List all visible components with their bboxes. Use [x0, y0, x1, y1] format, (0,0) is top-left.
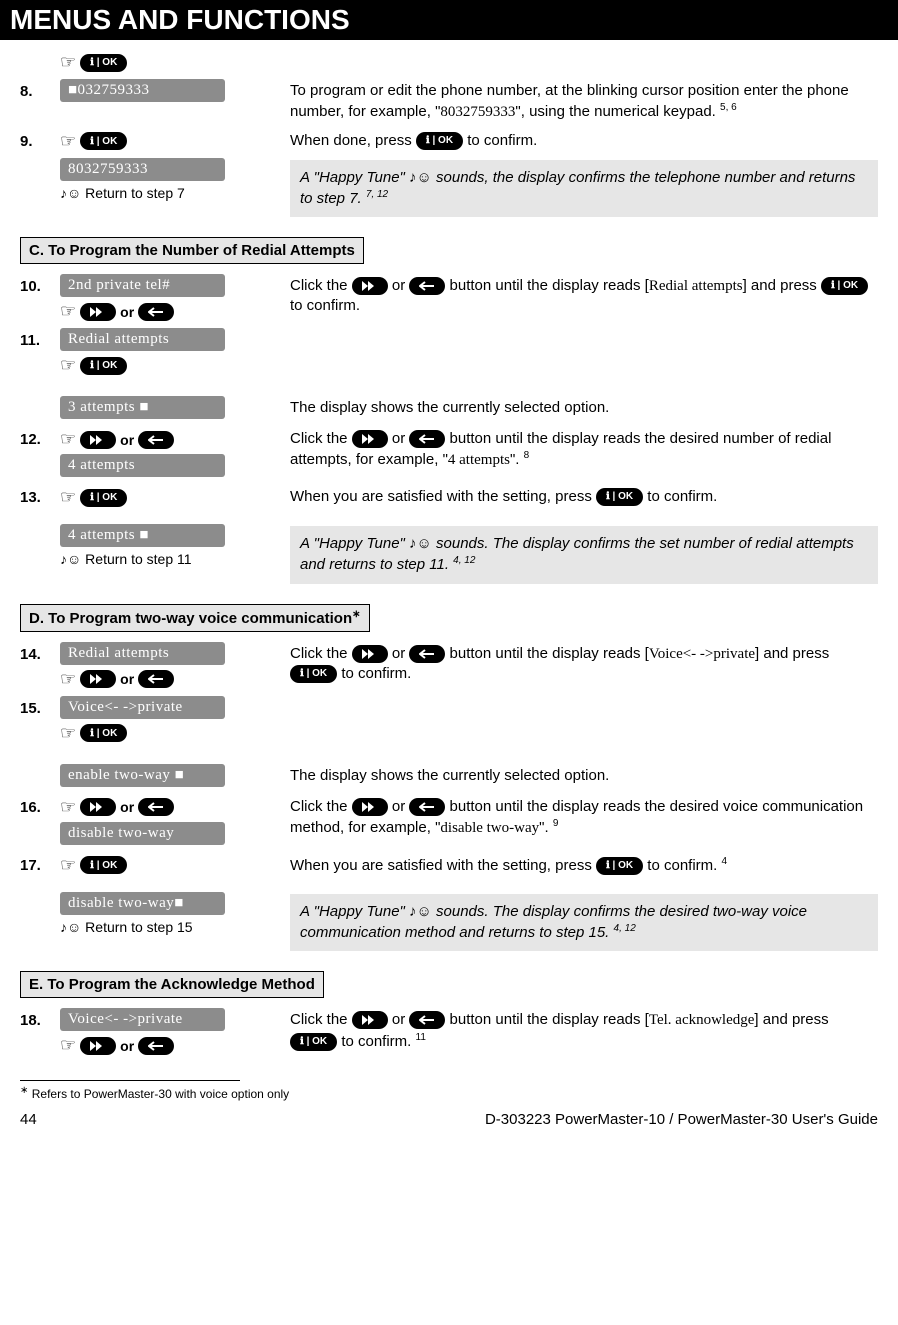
next-button [80, 798, 116, 816]
footnote-separator [20, 1080, 240, 1081]
note-box: A "Happy Tune" ♪☺ sounds. The display co… [290, 526, 878, 584]
next-button [352, 1011, 388, 1029]
back-button [138, 431, 174, 449]
next-button [352, 798, 388, 816]
hand-icon: ☞ [60, 301, 76, 322]
return-text: ♪☺ Return to step 15 [60, 919, 280, 935]
hand-icon: ☞ [60, 355, 76, 376]
ok-button: ℹ | OK [596, 488, 643, 506]
hand-icon: ☞ [60, 429, 76, 450]
step-number: 8. [20, 79, 60, 100]
lcd-display: disable two-way■ [60, 892, 225, 915]
footnote: ∗ Refers to PowerMaster-30 with voice op… [20, 1085, 878, 1101]
or-label: or [120, 671, 134, 687]
note-box: A "Happy Tune" ♪☺ sounds. The display co… [290, 894, 878, 952]
step-text: Click the or button until the display re… [290, 795, 878, 839]
next-button [80, 1037, 116, 1055]
back-button [409, 430, 445, 448]
ok-button: ℹ | OK [290, 665, 337, 683]
next-button [80, 431, 116, 449]
next-button [80, 670, 116, 688]
ok-button: ℹ | OK [80, 724, 127, 742]
lcd-display: 4 attempts [60, 454, 225, 477]
step-number: 9. [20, 129, 60, 150]
ok-button: ℹ | OK [80, 489, 127, 507]
step-text: Click the or button until the display re… [290, 427, 878, 471]
step-text: To program or edit the phone number, at … [290, 79, 878, 123]
ok-button: ℹ | OK [290, 1033, 337, 1051]
ok-button: ℹ | OK [80, 357, 127, 375]
ok-button: ℹ | OK [821, 277, 868, 295]
step-text: The display shows the currently selected… [290, 764, 878, 786]
lcd-display: 4 attempts ■ [60, 524, 225, 547]
ok-button: ℹ | OK [80, 54, 127, 72]
step-text: Click the or button until the display re… [290, 274, 878, 317]
step-text: When you are satisfied with the setting,… [290, 485, 878, 507]
next-button [352, 430, 388, 448]
step-text: When you are satisfied with the setting,… [290, 853, 878, 876]
lcd-display: 2nd private tel# [60, 274, 225, 297]
page-number: 44 [20, 1111, 37, 1128]
hand-icon: ☞ [60, 487, 76, 508]
or-label: or [120, 432, 134, 448]
ok-button: ℹ | OK [80, 132, 127, 150]
ok-button: ℹ | OK [596, 857, 643, 875]
step-number: 12. [20, 427, 60, 448]
back-button [409, 277, 445, 295]
return-text: ♪☺ Return to step 7 [60, 185, 280, 201]
or-label: or [120, 799, 134, 815]
or-label: or [120, 304, 134, 320]
lcd-display: Voice<- ->private [60, 696, 225, 719]
hand-icon: ☞ [60, 669, 76, 690]
step-text: Click the or button until the display re… [290, 642, 878, 685]
lcd-display: ■032759333 [60, 79, 225, 102]
return-text: ♪☺ Return to step 11 [60, 551, 280, 567]
back-button [138, 1037, 174, 1055]
step-number: 11. [20, 328, 60, 349]
lcd-display: Redial attempts [60, 328, 225, 351]
doc-id: D-303223 PowerMaster-10 / PowerMaster-30… [485, 1111, 878, 1128]
page-title: MENUS AND FUNCTIONS [0, 0, 898, 40]
step-text: The display shows the currently selected… [290, 396, 878, 418]
lcd-display: disable two-way [60, 822, 225, 845]
back-button [138, 303, 174, 321]
back-button [409, 798, 445, 816]
step-number: 18. [20, 1008, 60, 1029]
ok-button: ℹ | OK [416, 132, 463, 150]
back-button [138, 798, 174, 816]
note-box: A "Happy Tune" ♪☺ sounds, the display co… [290, 160, 878, 218]
back-button [409, 1011, 445, 1029]
ok-button: ℹ | OK [80, 856, 127, 874]
section-header: C. To Program the Number of Redial Attem… [20, 237, 364, 264]
step-number: 13. [20, 485, 60, 506]
lcd-display: Voice<- ->private [60, 1008, 225, 1031]
hand-icon: ☞ [60, 855, 76, 876]
back-button [409, 645, 445, 663]
lcd-display: Redial attempts [60, 642, 225, 665]
next-button [352, 277, 388, 295]
section-header: D. To Program two-way voice communicatio… [20, 604, 370, 632]
step-number: 10. [20, 274, 60, 295]
step-number: 14. [20, 642, 60, 663]
hand-icon: ☞ [60, 131, 76, 152]
hand-icon: ☞ [60, 723, 76, 744]
next-button [80, 303, 116, 321]
next-button [352, 645, 388, 663]
step-number: 17. [20, 853, 60, 874]
hand-icon: ☞ [60, 52, 76, 73]
hand-icon: ☞ [60, 1035, 76, 1056]
step-number: 15. [20, 696, 60, 717]
step-number: 16. [20, 795, 60, 816]
lcd-display: 3 attempts ■ [60, 396, 225, 419]
section-header: E. To Program the Acknowledge Method [20, 971, 324, 998]
step-text: When done, press ℹ | OK to confirm. [290, 129, 878, 151]
lcd-display: enable two-way ■ [60, 764, 225, 787]
hand-icon: ☞ [60, 797, 76, 818]
or-label: or [120, 1038, 134, 1054]
step-text: Click the or button until the display re… [290, 1008, 878, 1052]
lcd-display: 8032759333 [60, 158, 225, 181]
back-button [138, 670, 174, 688]
